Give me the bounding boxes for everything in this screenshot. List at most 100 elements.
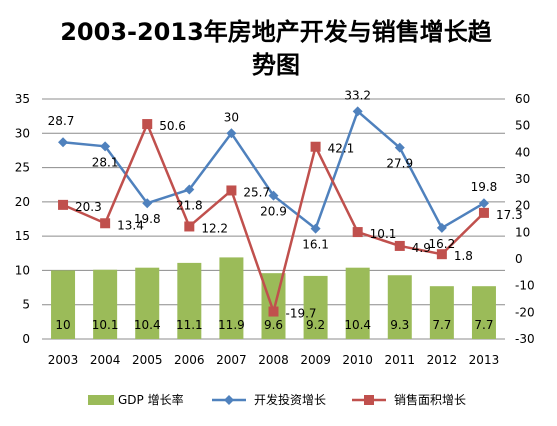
gdp-bar xyxy=(345,267,370,339)
sales-area-growth-point xyxy=(352,227,363,238)
sales-area-data-label: 1.8 xyxy=(454,249,473,263)
gdp-data-label: 10 xyxy=(55,318,70,332)
right-axis-tick-label: -20 xyxy=(515,305,535,319)
investment-data-label: 33.2 xyxy=(344,88,371,102)
sales-area-growth-point xyxy=(268,306,279,317)
investment-growth-point xyxy=(310,223,321,234)
right-axis-tick-label: -30 xyxy=(515,332,535,346)
right-axis-tick-label: -10 xyxy=(515,279,535,293)
investment-growth-point xyxy=(352,106,363,117)
legend-sales-marker xyxy=(364,395,374,405)
right-axis-tick-label: 20 xyxy=(515,199,530,213)
gdp-bar xyxy=(387,275,412,339)
sales-area-data-label: 13.4 xyxy=(117,218,144,232)
right-axis-tick-label: 40 xyxy=(515,145,530,159)
x-axis-tick-label: 2012 xyxy=(427,353,458,367)
right-axis-tick-label: 50 xyxy=(515,119,530,133)
sales-area-growth-point xyxy=(142,119,153,130)
investment-growth-point xyxy=(58,137,69,148)
investment-growth-point xyxy=(100,141,111,152)
investment-data-label: 19.8 xyxy=(471,180,498,194)
x-axis-tick-label: 2011 xyxy=(384,353,415,367)
gdp-data-label: 9.6 xyxy=(264,318,283,332)
investment-data-label: 16.2 xyxy=(429,237,456,251)
gdp-data-label: 7.7 xyxy=(474,318,493,332)
right-axis-tick-label: 0 xyxy=(515,252,523,266)
investment-data-label: 28.7 xyxy=(48,114,75,128)
sales-area-growth-point xyxy=(58,199,69,210)
right-axis-tick-label: 10 xyxy=(515,225,530,239)
sales-area-growth-point xyxy=(436,249,447,260)
left-axis-tick-label: 15 xyxy=(15,229,30,243)
sales-area-growth-point xyxy=(310,141,321,152)
sales-area-data-label: 25.7 xyxy=(243,185,270,199)
legend-gdp-label: GDP 增长率 xyxy=(118,392,184,407)
gdp-bar xyxy=(135,267,160,339)
left-axis-tick-label: 30 xyxy=(15,126,30,140)
sales-area-data-label: 17.3 xyxy=(496,208,523,222)
chart-title-line-2: 势图 xyxy=(252,51,300,79)
legend-gdp-swatch xyxy=(88,395,114,405)
gdp-bar xyxy=(303,275,328,339)
x-axis-tick-label: 2007 xyxy=(216,353,247,367)
sales-area-data-label: 42.1 xyxy=(328,142,355,156)
x-axis-tick-label: 2005 xyxy=(132,353,163,367)
investment-growth-point xyxy=(142,198,153,209)
x-axis-tick-label: 2004 xyxy=(90,353,121,367)
investment-growth-point xyxy=(184,184,195,195)
left-axis-tick-label: 25 xyxy=(15,161,30,175)
investment-growth-point xyxy=(436,222,447,233)
x-axis-tick-label: 2003 xyxy=(48,353,79,367)
investment-growth-point xyxy=(268,190,279,201)
sales-area-data-label: 50.6 xyxy=(159,119,186,133)
x-axis-tick-label: 2013 xyxy=(469,353,500,367)
gdp-bar xyxy=(471,286,496,339)
investment-growth-point xyxy=(478,198,489,209)
legend-investment-marker xyxy=(224,395,234,405)
investment-data-label: 27.9 xyxy=(386,157,413,171)
sales-area-growth-point xyxy=(184,221,195,232)
chart-title-line-1: 2003-2013年房地产开发与销售增长趋 xyxy=(60,18,493,46)
investment-data-label: 16.1 xyxy=(302,238,329,252)
gdp-data-label: 10.4 xyxy=(134,318,161,332)
x-axis-tick-label: 2010 xyxy=(342,353,373,367)
investment-data-label: 28.1 xyxy=(92,155,119,169)
gdp-data-label: 7.7 xyxy=(432,318,451,332)
investment-growth-point xyxy=(394,142,405,153)
investment-data-label: 21.8 xyxy=(176,199,203,213)
right-axis-tick-label: 60 xyxy=(515,92,530,106)
gdp-data-label: 10.1 xyxy=(92,318,119,332)
x-axis-tick-label: 2006 xyxy=(174,353,205,367)
legend-sales-label: 销售面积增长 xyxy=(394,392,466,407)
sales-area-data-label: 12.2 xyxy=(201,221,228,235)
legend-investment-label: 开发投资增长 xyxy=(254,392,326,407)
sales-area-growth-point xyxy=(100,218,111,229)
gdp-bar xyxy=(51,270,76,339)
investment-growth-point xyxy=(226,128,237,139)
left-axis-tick-label: 10 xyxy=(15,263,30,277)
right-axis-tick-label: 30 xyxy=(515,172,530,186)
x-axis-tick-label: 2009 xyxy=(300,353,331,367)
gdp-data-label: 10.4 xyxy=(344,318,371,332)
gdp-bar xyxy=(429,286,454,339)
left-axis-tick-label: 0 xyxy=(22,332,30,346)
x-axis-tick-label: 2008 xyxy=(258,353,289,367)
left-axis-tick-label: 35 xyxy=(15,92,30,106)
gdp-bar xyxy=(177,262,202,339)
sales-area-data-label: 4.9 xyxy=(412,241,431,255)
gdp-data-label: 9.3 xyxy=(390,318,409,332)
gdp-bar xyxy=(93,269,118,339)
sales-area-growth-point xyxy=(394,240,405,251)
left-axis-tick-label: 5 xyxy=(22,298,30,312)
gdp-data-label: 11.9 xyxy=(218,318,245,332)
sales-area-data-label: 20.3 xyxy=(75,200,102,214)
investment-data-label: 19.8 xyxy=(134,212,161,226)
gdp-data-label: 9.2 xyxy=(306,318,325,332)
sales-area-data-label: 10.1 xyxy=(370,227,397,241)
sales-area-growth-point xyxy=(478,207,489,218)
gdp-data-label: 11.1 xyxy=(176,318,203,332)
sales-area-growth-point xyxy=(226,185,237,196)
investment-data-label: 30 xyxy=(224,110,239,124)
